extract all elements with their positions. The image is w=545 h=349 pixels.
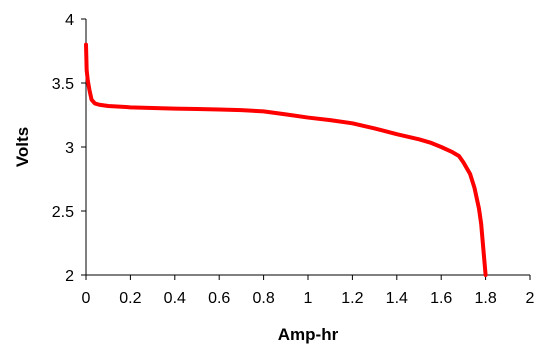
x-tick-label: 0 — [82, 290, 91, 307]
x-tick-label: 0.6 — [208, 290, 230, 307]
y-tick-label: 2 — [65, 268, 74, 285]
y-tick-label: 2.5 — [52, 204, 74, 221]
x-tick-label: 0.2 — [119, 290, 141, 307]
y-tick-label: 4 — [65, 12, 74, 29]
x-tick-label: 1.8 — [474, 290, 496, 307]
x-tick-label: 1 — [304, 290, 313, 307]
y-tick-label: 3 — [65, 140, 74, 157]
plot-area — [84, 42, 488, 277]
chart-axes — [85, 19, 530, 276]
x-tick-label: 1.6 — [430, 290, 452, 307]
chart-ticks: 0 0.2 0.4 0.6 0.8 1 1.2 1.4 1.6 1.8 2 2 2.5 3 3.5 4 — [52, 12, 535, 307]
x-tick-label: 1.4 — [386, 290, 408, 307]
y-tick-label: 3.5 — [52, 76, 74, 93]
series-line-0 — [84, 42, 488, 277]
x-tick-label: 0.8 — [252, 290, 274, 307]
x-tick-label: 0.4 — [164, 290, 186, 307]
y-axis-label: Volts — [13, 127, 32, 167]
x-tick-label: 1.2 — [341, 290, 363, 307]
x-axis-label: Amp-hr — [278, 325, 339, 344]
x-tick-label: 2 — [526, 290, 535, 307]
